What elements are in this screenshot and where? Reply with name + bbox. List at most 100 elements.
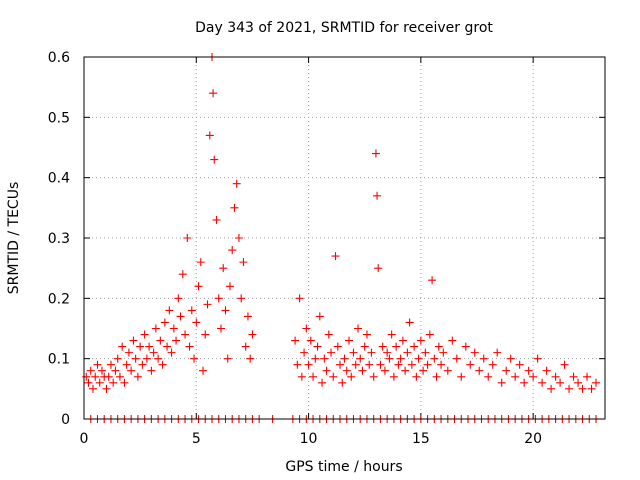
data-point-srmtid <box>380 366 389 375</box>
data-point-srmtid <box>127 366 136 375</box>
data-point-srmtid <box>351 360 360 369</box>
data-point-srmtid <box>243 312 252 321</box>
data-point-srmtid <box>520 378 529 387</box>
data-point-srmtid <box>511 372 520 381</box>
data-point-srmtid <box>587 384 596 393</box>
data-point-srmtid <box>394 360 403 369</box>
data-point-srmtid <box>529 372 538 381</box>
data-point-srmtid <box>360 342 369 351</box>
data-point-srmtid <box>156 336 165 345</box>
data-point-srmtid <box>239 258 248 267</box>
data-point-srmtid <box>389 372 398 381</box>
data-point-srmtid <box>403 348 412 357</box>
data-point-srmtid <box>174 294 183 303</box>
data-point-srmtid <box>423 360 432 369</box>
data-point-srmtid <box>203 300 212 309</box>
data-point-srmtid <box>151 324 160 333</box>
data-point-srmtid <box>113 354 122 363</box>
data-point-srmtid <box>234 234 243 242</box>
data-point-srmtid <box>506 354 515 363</box>
data-point-srmtid <box>493 348 502 357</box>
data-point-srmtid <box>209 89 218 98</box>
data-point-srmtid <box>106 360 115 369</box>
data-point-srmtid <box>329 372 338 381</box>
data-point-srmtid <box>136 342 145 351</box>
data-point-srmtid <box>324 330 333 339</box>
data-point-srmtid <box>479 354 488 363</box>
data-point-srmtid <box>205 131 214 140</box>
data-point-srmtid <box>533 354 542 363</box>
data-point-srmtid <box>122 360 131 369</box>
data-point-srmtid <box>551 372 560 381</box>
data-point-srmtid <box>88 384 97 393</box>
data-point-srmtid <box>109 378 118 387</box>
y-tick-label: 0 <box>61 412 70 428</box>
data-point-srmtid <box>313 342 322 351</box>
data-point-srmtid <box>232 179 241 188</box>
data-point-srmtid <box>149 348 158 357</box>
data-point-srmtid <box>230 203 239 212</box>
data-point-srmtid <box>91 372 100 381</box>
data-point-srmtid <box>412 372 421 381</box>
data-point-srmtid <box>376 360 385 369</box>
data-point-srmtid <box>338 378 347 387</box>
data-point-srmtid <box>306 336 315 345</box>
data-point-srmtid <box>111 366 120 375</box>
data-point-srmtid <box>556 378 565 387</box>
data-point-srmtid <box>248 330 257 339</box>
data-point-srmtid <box>124 348 133 357</box>
data-point-srmtid <box>160 318 169 327</box>
x-tick-label: 15 <box>412 431 430 447</box>
data-point-srmtid <box>154 354 163 363</box>
data-point-srmtid <box>93 360 102 369</box>
data-point-srmtid <box>118 342 127 351</box>
data-point-srmtid <box>488 360 497 369</box>
x-tick-label: 0 <box>80 431 89 447</box>
data-point-srmtid <box>223 354 232 363</box>
data-point-srmtid <box>131 354 140 363</box>
data-point-srmtid <box>181 330 190 339</box>
data-point-srmtid <box>367 348 376 357</box>
data-point-srmtid <box>425 330 434 339</box>
data-point-srmtid <box>185 342 194 351</box>
data-point-srmtid <box>221 306 230 315</box>
data-point-srmtid <box>291 336 300 345</box>
data-point-srmtid <box>437 360 446 369</box>
data-point-srmtid <box>302 324 311 333</box>
data-point-srmtid <box>430 354 439 363</box>
data-point-srmtid <box>216 324 225 333</box>
data-point-srmtid <box>219 264 228 273</box>
data-point-srmtid <box>340 354 349 363</box>
data-point-srmtid <box>169 324 178 333</box>
data-point-srmtid <box>497 378 506 387</box>
data-point-srmtid <box>475 366 484 375</box>
data-point-srmtid <box>371 149 380 158</box>
data-point-srmtid <box>142 354 151 363</box>
data-point-srmtid <box>373 191 382 200</box>
data-point-srmtid <box>443 366 452 375</box>
data-point-srmtid <box>342 366 351 375</box>
data-point-srmtid <box>86 366 95 375</box>
data-point-srmtid <box>421 348 430 357</box>
y-tick-label: 0.1 <box>48 352 70 368</box>
data-point-srmtid <box>398 336 407 345</box>
data-point-srmtid <box>129 336 138 345</box>
data-point-srmtid <box>187 306 196 315</box>
data-point-srmtid <box>165 306 174 315</box>
data-point-srmtid <box>196 258 205 267</box>
data-point-srmtid <box>385 354 394 363</box>
data-point-srmtid <box>407 360 416 369</box>
data-point-srmtid <box>297 372 306 381</box>
data-point-srmtid <box>428 276 437 285</box>
data-point-srmtid <box>172 336 181 345</box>
data-point-srmtid <box>331 252 340 261</box>
data-point-srmtid <box>311 354 320 363</box>
data-point-srmtid <box>434 342 443 351</box>
data-point-srmtid <box>199 366 208 375</box>
y-tick-label: 0.3 <box>48 231 70 247</box>
data-point-srmtid <box>318 378 327 387</box>
data-point-srmtid <box>461 342 470 351</box>
data-point-srmtid <box>369 372 378 381</box>
chart-title: Day 343 of 2021, SRMTID for receiver gro… <box>195 20 493 36</box>
